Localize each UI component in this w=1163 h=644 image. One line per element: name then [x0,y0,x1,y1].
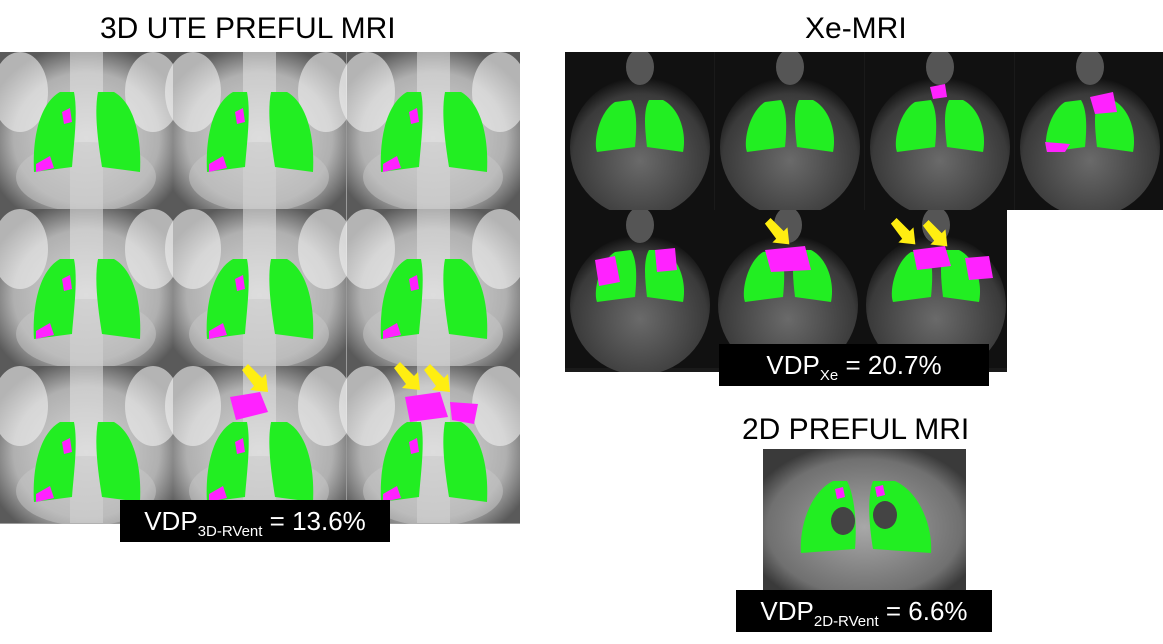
title-2d-preful: 2D PREFUL MRI [742,413,970,446]
vdp-label-3d-ute: VDP3D-RVent = 13.6% [120,500,390,542]
xe-mosaic-bottom-image [565,210,1007,372]
vdp-subscript: 3D-RVent [197,523,263,540]
xe-mosaic-top [565,52,1163,210]
xe-arrow-1-icon [764,218,790,245]
vdp-label-2d-preful: VDP2D-RVent = 6.6% [736,590,992,632]
preful2d-image [763,449,966,591]
vdp-value: = 13.6% [262,506,366,536]
vdp-subscript: 2D-RVent [813,613,879,630]
vdp-label-xe: VDPXe = 20.7% [719,344,989,386]
ute-arrow-3-icon [424,364,450,392]
ute-arrow-1-icon [242,364,268,392]
xe-arrow-2-icon [890,218,916,245]
ute-arrow-2-icon [394,362,420,390]
ute-mosaic [0,52,520,524]
preful2d-image-panel [763,449,966,591]
ute-mosaic-image [0,52,520,524]
vdp-prefix: VDP [144,506,198,536]
vdp-value: = 20.7% [838,350,942,380]
vdp-prefix: VDP [766,350,820,380]
xe-mosaic-top-image [565,52,1163,210]
title-xe-mri: Xe-MRI [805,12,907,45]
vdp-prefix: VDP [760,596,814,626]
title-3d-ute-preful: 3D UTE PREFUL MRI [100,12,396,45]
vdp-value: = 6.6% [878,596,968,626]
xe-arrow-3-icon [922,220,948,247]
vdp-subscript: Xe [819,367,839,384]
